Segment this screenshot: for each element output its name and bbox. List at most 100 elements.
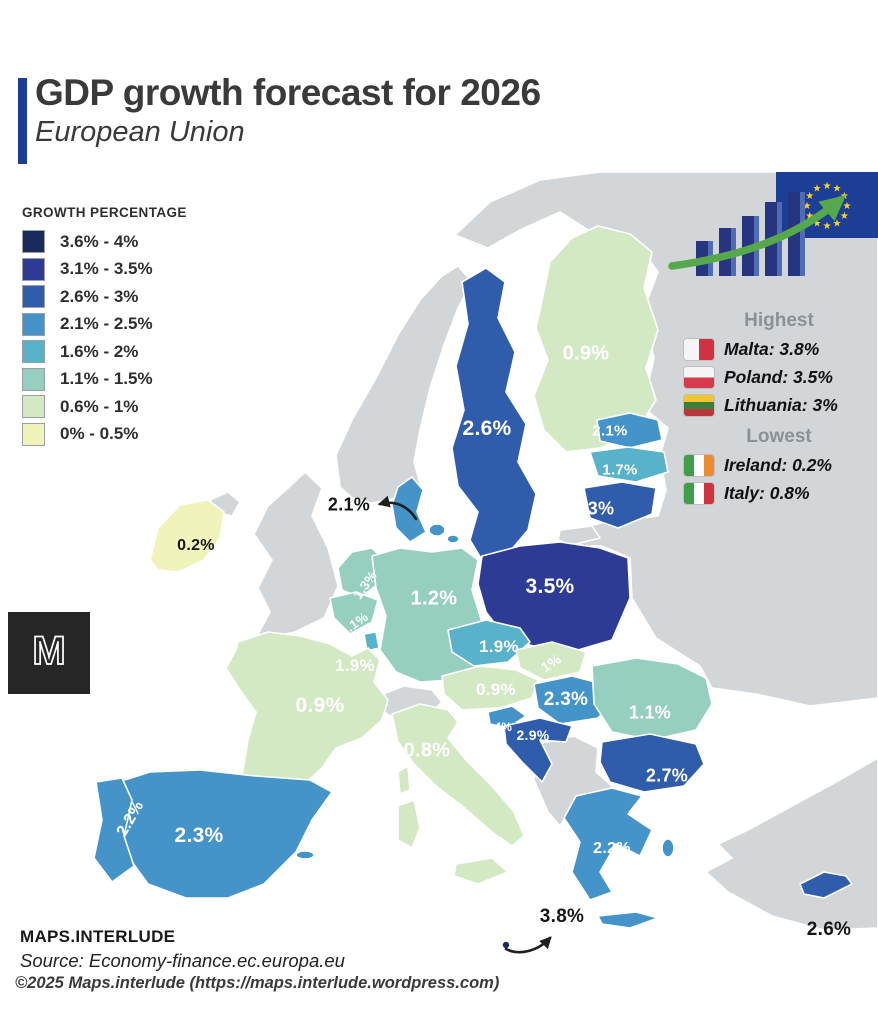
highest-heading: Highest [744, 310, 814, 331]
brand-logo: M [8, 612, 90, 694]
country-sweden [451, 267, 537, 561]
highest-rows: Malta: 3.8% Poland: 3.5% Lithuania: 3% [684, 339, 874, 416]
legend-item-6: 0.6% - 1% [22, 393, 187, 421]
legend-item-4: 1.6% - 2% [22, 338, 187, 366]
eu-growth-emblem: ★ ★★★★★★★★★★★ [668, 172, 878, 276]
legend-range-label: 1.6% - 2% [60, 341, 139, 361]
legend-swatch [22, 230, 45, 254]
country-bulgaria [599, 733, 705, 793]
footer-copyright: ©2025 Maps.interlude (https://maps.inter… [15, 974, 500, 992]
legend-range-label: 1.1% - 1.5% [60, 369, 153, 389]
legend: GROWTH PERCENTAGE 3.6% - 4% 3.1% - 3.5% 2.… [22, 205, 187, 448]
malta-flag-icon [684, 339, 714, 360]
country-cyprus [799, 871, 853, 899]
highlight-country-value: Italy: 0.8% [724, 483, 810, 503]
country-denmark-island [446, 534, 460, 544]
malta-callout-arrow-icon [504, 936, 552, 954]
landmass-uk [253, 471, 339, 641]
legend-item-3: 2.1% - 2.5% [22, 311, 187, 339]
lowest-rows: Ireland: 0.2% Italy: 0.8% [684, 455, 874, 504]
growth-arrow-icon [668, 195, 846, 270]
ireland-flag-icon [684, 455, 714, 476]
country-belgium [329, 591, 379, 635]
legend-swatch [22, 367, 45, 391]
legend-item-7: 0% - 0.5% [22, 421, 187, 449]
legend-swatch [22, 395, 45, 419]
growth-bar-highlight [800, 192, 805, 276]
country-portugal [93, 777, 135, 883]
country-estonia [596, 412, 663, 449]
highlight-country-value: Ireland: 0.2% [724, 455, 832, 475]
denmark-callout-arrow-icon [377, 495, 418, 521]
logo-letter: M [32, 629, 65, 673]
eu-countries [93, 225, 853, 950]
legend-range-label: 0% - 0.5% [60, 424, 139, 444]
highlights-panel: Highest Malta: 3.8% Poland: 3.5% Lithuania… [684, 306, 874, 504]
non-eu-landmass [209, 171, 878, 931]
country-latvia [589, 446, 669, 483]
legend-swatch [22, 422, 45, 446]
eu-star-icon: ★ [805, 211, 814, 222]
legend-range-label: 3.1% - 3.5% [60, 259, 153, 279]
country-croatia [503, 717, 573, 783]
highlight-country-value: Malta: 3.8% [724, 339, 820, 359]
legend-item-1: 3.1% - 3.5% [22, 256, 187, 284]
footer-brand: MAPS.INTERLUDE [20, 927, 176, 946]
lithuania-flag-icon [684, 395, 714, 416]
legend-range-label: 2.1% - 2.5% [60, 314, 153, 334]
footer-source: Source: Economy-finance.ec.europa.eu [20, 950, 345, 971]
highlight-country-value: Lithuania: 3% [724, 395, 838, 415]
legend-rows: 3.6% - 4% 3.1% - 3.5% 2.6% - 3% 2.1% - 2.5%… [22, 228, 187, 448]
eu-star-icon: ★ [823, 181, 832, 192]
country-romania [591, 657, 713, 741]
legend-range-label: 3.6% - 4% [60, 231, 139, 251]
legend-swatch [22, 285, 45, 309]
legend-range-label: 2.6% - 3% [60, 286, 139, 306]
country-slovenia [487, 705, 527, 729]
poland-flag-icon [684, 367, 714, 388]
highlight-row-lithuania: Lithuania: 3% [684, 395, 874, 416]
title-accent-bar [18, 78, 27, 164]
country-greece-crete [597, 911, 659, 929]
title-block: GDP growth forecast for 2026 European Un… [18, 72, 541, 164]
legend-swatch [22, 257, 45, 281]
country-spain-balearics [295, 850, 315, 860]
eu-star-icon: ★ [833, 184, 842, 195]
country-poland [477, 541, 631, 651]
legend-item-5: 1.1% - 1.5% [22, 366, 187, 394]
country-italy-sicily [453, 857, 509, 885]
country-luxembourg [363, 631, 380, 652]
landmass-norway [335, 265, 473, 504]
country-denmark-island [428, 523, 446, 537]
legend-swatch [22, 340, 45, 364]
eu-star-icon: ★ [803, 201, 812, 212]
country-greece [563, 787, 653, 901]
country-italy-sardinia [397, 799, 421, 849]
eu-star-icon: ★ [813, 184, 822, 195]
country-ireland [149, 499, 225, 573]
eu-star-icon: ★ [823, 221, 832, 232]
landmass-kaliningrad [557, 525, 601, 546]
title-text: GDP growth forecast for 2026 European Un… [35, 72, 541, 148]
legend-item-0: 3.6% - 4% [22, 228, 187, 256]
legend-range-label: 0.6% - 1% [60, 396, 139, 416]
country-lithuania [583, 481, 657, 529]
country-italy [391, 703, 525, 847]
country-slovakia [515, 641, 587, 681]
eu-star-icon: ★ [843, 201, 852, 212]
highlight-row-poland: Poland: 3.5% [684, 367, 874, 388]
highlight-row-italy: Italy: 0.8% [684, 483, 874, 504]
highlight-row-ireland: Ireland: 0.2% [684, 455, 874, 476]
highlight-country-value: Poland: 3.5% [724, 367, 833, 387]
eu-star-icon: ★ [805, 191, 814, 202]
eu-star-icon: ★ [833, 218, 842, 229]
country-germany [371, 547, 483, 683]
page-title: GDP growth forecast for 2026 [35, 72, 541, 113]
eu-star-icon: ★ [813, 218, 822, 229]
country-france [225, 631, 389, 793]
country-france-corsica [397, 765, 411, 795]
page-subtitle: European Union [35, 115, 245, 148]
legend-heading: GROWTH PERCENTAGE [22, 205, 187, 220]
